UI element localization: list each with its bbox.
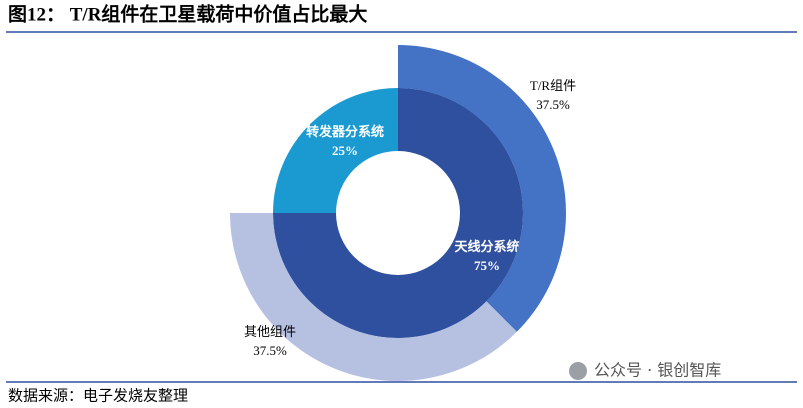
segment-label: 转发器分系统: [306, 124, 384, 139]
value-label: 37.5%: [536, 97, 570, 112]
value-label: 25%: [332, 143, 358, 158]
watermark: 公众号 · 银创智库: [594, 361, 721, 380]
segment-label: 天线分系统: [454, 239, 519, 254]
source: 数据来源：电子发烧友整理: [8, 387, 188, 404]
chart-title: 图12： T/R组件在卫星载荷中价值占比最大: [8, 2, 367, 25]
value-label: 75%: [474, 258, 500, 273]
sector: [273, 88, 398, 213]
segment-label: T/R组件: [530, 78, 576, 93]
watermark-icon: [569, 362, 587, 380]
sector: [273, 88, 523, 338]
value-label: 37.5%: [253, 343, 287, 358]
segment-label: 其他组件: [244, 324, 296, 339]
sector: [230, 213, 517, 382]
sector: [398, 45, 566, 332]
plot: 天线分系统 75% 转发器分系统 25% T/R组件 37.5% 其他组件 37.5%: [230, 45, 576, 382]
